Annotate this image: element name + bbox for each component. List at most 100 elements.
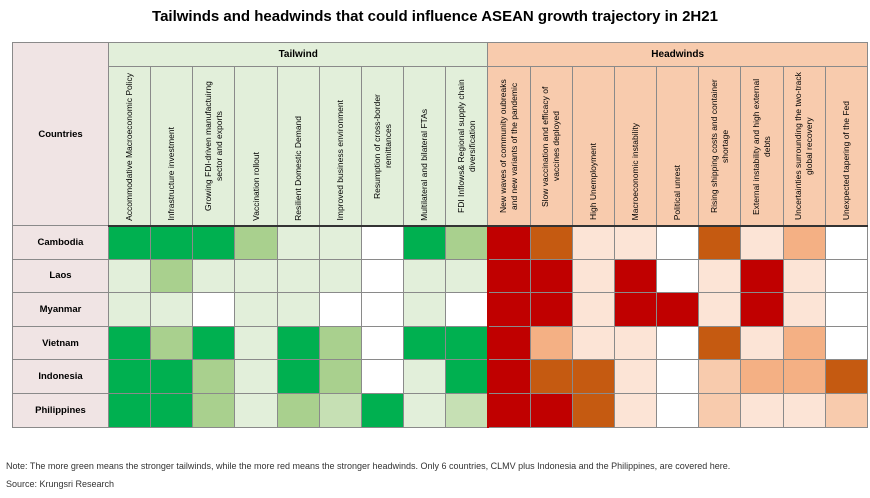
heat-cell-headwind — [782, 392, 826, 428]
heat-cell-headwind — [824, 292, 869, 327]
heat-cell-tailwind — [234, 225, 278, 260]
heat-cell-tailwind — [234, 392, 278, 428]
heat-cell-tailwind — [445, 225, 489, 260]
heat-cell-headwind — [740, 258, 784, 294]
column-header: Slow vaccination and efficacy of vaccine… — [529, 66, 573, 227]
heat-cell-tailwind — [107, 392, 152, 428]
column-header-label: Vaccination rollout — [250, 151, 261, 221]
table-row: Myanmar — [12, 292, 869, 327]
heat-cell-tailwind — [318, 359, 362, 394]
heat-cell-headwind — [529, 258, 573, 294]
column-header: Rising shipping costs and container shor… — [698, 66, 742, 227]
heat-cell-headwind — [740, 225, 784, 260]
heat-cell-headwind — [740, 359, 784, 394]
heat-cell-tailwind — [150, 325, 194, 361]
heat-cell-headwind — [571, 392, 615, 428]
country-label: Vietnam — [12, 325, 109, 361]
column-header-label: Growing FDI-driven manufactuirng sector … — [202, 81, 224, 211]
heat-cell-tailwind — [403, 325, 447, 361]
heat-cell-headwind — [782, 292, 826, 327]
chart-title: Tailwinds and headwinds that could influ… — [152, 8, 718, 25]
heat-cell-headwind — [782, 225, 826, 260]
heat-cell-tailwind — [360, 225, 405, 260]
column-header-label: Infrastructure investment — [166, 126, 177, 221]
column-header: Resilient Domestic Demand — [276, 66, 320, 227]
heat-cell-headwind — [740, 392, 784, 428]
heat-cell-tailwind — [234, 359, 278, 394]
heat-cell-tailwind — [107, 359, 152, 394]
heat-cell-tailwind — [150, 359, 194, 394]
heat-cell-tailwind — [107, 225, 152, 260]
heat-cell-headwind — [782, 359, 826, 394]
heat-cell-headwind — [571, 292, 615, 327]
table-row: Laos — [12, 258, 869, 294]
column-header-label: Improved business environment — [334, 100, 345, 221]
heat-cell-headwind — [571, 359, 615, 394]
heat-cell-tailwind — [403, 392, 447, 428]
country-label: Philippines — [12, 392, 109, 428]
column-header: New waves of community oubreaks and new … — [487, 66, 531, 227]
column-header: Improved business environment — [318, 66, 362, 227]
heat-cell-headwind — [824, 392, 869, 428]
column-header-label: Unexpected tapering of the Fed — [840, 101, 851, 221]
heat-cell-headwind — [824, 325, 869, 361]
heat-cell-headwind — [698, 225, 742, 260]
heat-cell-headwind — [486, 325, 531, 361]
heat-cell-headwind — [656, 292, 700, 327]
heat-cell-tailwind — [445, 325, 489, 361]
heat-cell-tailwind — [360, 258, 405, 294]
table-row: Indonesia — [12, 359, 869, 394]
heat-cell-tailwind — [234, 292, 278, 327]
group-header-tailwind: Tailwind — [107, 42, 489, 67]
heat-cell-headwind — [486, 359, 531, 394]
column-header: Multilateral and bilateral FTAs — [403, 66, 447, 227]
source: Source: Krungsri Research — [6, 479, 115, 489]
heat-cell-headwind — [656, 225, 700, 260]
heat-cell-headwind — [571, 258, 615, 294]
heat-cell-tailwind — [360, 359, 405, 394]
heat-cell-headwind — [824, 258, 869, 294]
heat-cell-headwind — [613, 392, 658, 428]
heat-cell-headwind — [486, 225, 531, 260]
heatmap-table: Countries Tailwind Headwinds Accommodative … — [12, 42, 869, 428]
heat-cell-tailwind — [403, 258, 447, 294]
heat-cell-headwind — [824, 359, 869, 394]
heat-cell-headwind — [613, 258, 658, 294]
heat-cell-headwind — [571, 225, 615, 260]
heat-cell-tailwind — [150, 258, 194, 294]
heat-cell-headwind — [698, 359, 742, 394]
heat-cell-tailwind — [107, 292, 152, 327]
heat-cell-headwind — [782, 325, 826, 361]
heat-cell-headwind — [824, 225, 869, 260]
heat-cell-tailwind — [192, 292, 236, 327]
heat-cell-tailwind — [107, 258, 152, 294]
heat-cell-tailwind — [276, 325, 320, 361]
heat-cell-headwind — [613, 325, 658, 361]
column-header-label: FDI Inflows& Regional supply chain diver… — [455, 79, 477, 213]
heat-cell-headwind — [656, 392, 700, 428]
table-row: Philippines — [12, 392, 869, 428]
heat-cell-headwind — [656, 258, 700, 294]
heat-cell-headwind — [529, 225, 573, 260]
column-header: Accommodative Macroeconomic Policy — [107, 66, 152, 227]
column-header-row: Accommodative Macroeconomic Policy Infras… — [13, 66, 869, 227]
column-header-label: Accommodative Macroeconomic Policy — [124, 72, 135, 221]
heat-cell-tailwind — [445, 258, 489, 294]
column-header-label: New waves of community oubreaks and new … — [497, 79, 519, 213]
heat-cell-headwind — [486, 392, 531, 428]
heat-cell-tailwind — [318, 392, 362, 428]
heat-cell-tailwind — [276, 292, 320, 327]
heat-cell-tailwind — [150, 225, 194, 260]
heat-cell-tailwind — [150, 392, 194, 428]
heat-cell-headwind — [486, 258, 531, 294]
heat-cell-tailwind — [445, 292, 489, 327]
heat-cell-headwind — [698, 325, 742, 361]
heat-cell-tailwind — [192, 392, 236, 428]
heat-cell-tailwind — [445, 392, 489, 428]
group-header-headwinds: Headwinds — [487, 42, 868, 67]
heat-cell-headwind — [698, 392, 742, 428]
heat-cell-tailwind — [318, 225, 362, 260]
heat-cell-headwind — [529, 325, 573, 361]
heat-cell-headwind — [613, 359, 658, 394]
country-label: Cambodia — [12, 225, 109, 260]
